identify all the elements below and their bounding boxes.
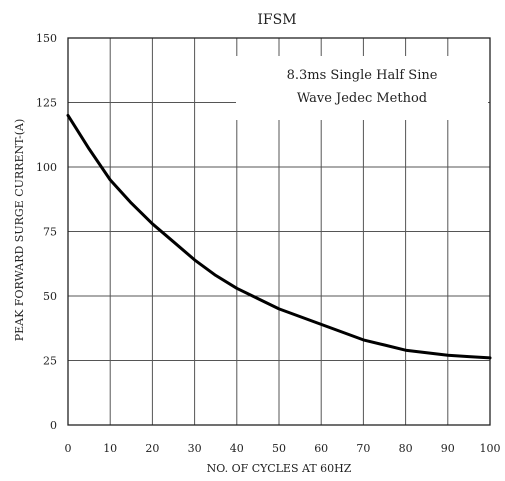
annotation-line-1: 8.3ms Single Half Sine	[287, 68, 438, 83]
y-tick-label: 50	[43, 290, 57, 303]
x-tick-label: 90	[441, 442, 455, 455]
y-tick-label: 150	[36, 32, 57, 45]
x-tick-label: 70	[356, 442, 370, 455]
y-tick-label: 100	[36, 161, 57, 174]
surge-current-curve	[66, 113, 492, 360]
annotation-line-2: Wave Jedec Method	[297, 91, 427, 106]
x-tick-label: 80	[399, 442, 413, 455]
plot-frame	[67, 37, 491, 426]
y-axis-label: PEAK FORWARD SURGE CURRENT-(A)	[13, 119, 26, 342]
x-tick-label: 30	[188, 442, 202, 455]
y-tick-label: 75	[43, 226, 57, 239]
y-tick-label: 125	[36, 97, 57, 110]
x-tick-label: 20	[145, 442, 159, 455]
y-tick-label: 0	[50, 419, 57, 432]
annotation-box	[236, 56, 488, 120]
chart-title: IFSM	[257, 12, 296, 28]
x-tick-label: 100	[480, 442, 501, 455]
x-tick-label: 40	[230, 442, 244, 455]
y-tick-label: 25	[43, 355, 57, 368]
y-tick-labels: 0 25 50 75 100 125 150	[36, 32, 57, 432]
x-tick-label: 50	[272, 442, 286, 455]
x-tick-labels: 0 10 20 30 40 50 60 70 80 90 100	[65, 442, 501, 455]
x-axis-label: NO. OF CYCLES AT 60HZ	[207, 462, 352, 475]
x-tick-label: 60	[314, 442, 328, 455]
x-tick-label: 0	[65, 442, 72, 455]
x-tick-label: 10	[103, 442, 117, 455]
